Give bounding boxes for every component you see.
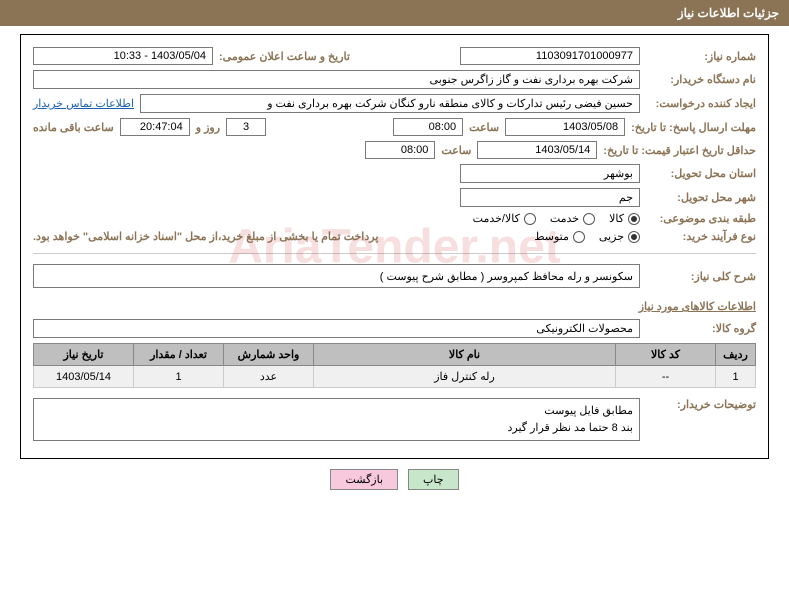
requester-field: حسین فیضی رئیس تدارکات و کالای منطقه نار… (140, 94, 640, 113)
goods-table: ردیف کد کالا نام کالا واحد شمارش تعداد /… (33, 343, 756, 388)
time-label-1: ساعت (469, 121, 499, 134)
category-label: طبقه بندی موضوعی: (646, 212, 756, 225)
payment-note: پرداخت تمام یا بخشی از مبلغ خرید،از محل … (33, 230, 378, 243)
radio-medium-label: متوسط (534, 230, 569, 243)
city-field: جم (460, 188, 640, 207)
form-container: AriaTender.net شماره نیاز: 1103091701000… (20, 34, 769, 459)
desc-label: شرح کلی نیاز: (646, 270, 756, 283)
td-date: 1403/05/14 (34, 366, 134, 388)
radio-goods-label: کالا (609, 212, 624, 225)
process-label: نوع فرآیند خرید: (646, 230, 756, 243)
radio-service-item[interactable]: خدمت (550, 212, 595, 225)
process-radio-group: جزیی متوسط (534, 230, 640, 243)
th-unit: واحد شمارش (224, 344, 314, 366)
radio-both-label: کالا/خدمت (473, 212, 520, 225)
city-label: شهر محل تحویل: (646, 191, 756, 204)
category-radio-group: کالا خدمت کالا/خدمت (473, 212, 640, 225)
radio-both[interactable] (524, 213, 536, 225)
deadline-date-field: 1403/05/08 (505, 118, 625, 136)
deadline-time-field: 08:00 (393, 118, 463, 136)
days-label: روز و (196, 121, 220, 134)
radio-partial-item[interactable]: جزیی (599, 230, 640, 243)
back-button[interactable]: بازگشت (330, 469, 398, 490)
validity-label: حداقل تاریخ اعتبار قیمت: تا تاریخ: (603, 144, 756, 157)
button-bar: چاپ بازگشت (0, 469, 789, 490)
td-row: 1 (716, 366, 756, 388)
buyer-notes-line2: بند 8 حتما مد نظر قرار گیرد (40, 420, 633, 437)
th-name: نام کالا (314, 344, 616, 366)
th-qty: تعداد / مقدار (134, 344, 224, 366)
table-row: 1 -- رله کنترل فاز عدد 1 1403/05/14 (34, 366, 756, 388)
need-number-field: 1103091701000977 (460, 47, 640, 65)
validity-date-field: 1403/05/14 (477, 141, 597, 159)
days-field: 3 (226, 118, 266, 136)
goods-section-title: اطلاعات کالاهای مورد نیاز (33, 300, 756, 313)
announce-field: 1403/05/04 - 10:33 (33, 47, 213, 65)
radio-partial[interactable] (628, 231, 640, 243)
contact-link[interactable]: اطلاعات تماس خریدار (33, 97, 134, 110)
radio-medium-item[interactable]: متوسط (534, 230, 585, 243)
radio-service[interactable] (583, 213, 595, 225)
radio-goods-item[interactable]: کالا (609, 212, 640, 225)
th-code: کد کالا (616, 344, 716, 366)
table-header-row: ردیف کد کالا نام کالا واحد شمارش تعداد /… (34, 344, 756, 366)
radio-both-item[interactable]: کالا/خدمت (473, 212, 536, 225)
radio-goods[interactable] (628, 213, 640, 225)
remain-label: ساعت باقی مانده (33, 121, 114, 134)
buyer-notes-line1: مطابق فایل پیوست (40, 403, 633, 420)
buyer-notes-field: مطابق فایل پیوست بند 8 حتما مد نظر قرار … (33, 398, 640, 441)
deadline-label: مهلت ارسال پاسخ: تا تاریخ: (631, 121, 756, 134)
divider (33, 253, 756, 254)
page-header: جزئیات اطلاعات نیاز (0, 0, 789, 26)
group-field: محصولات الکترونیکی (33, 319, 640, 338)
requester-label: ایجاد کننده درخواست: (646, 97, 756, 110)
validity-time-field: 08:00 (365, 141, 435, 159)
print-button[interactable]: چاپ (408, 469, 459, 490)
group-label: گروه کالا: (646, 322, 756, 335)
buyer-org-field: شرکت بهره برداری نفت و گاز زاگرس جنوبی (33, 70, 640, 89)
td-name: رله کنترل فاز (314, 366, 616, 388)
desc-field: سکونسر و رله محافظ کمپروسر ( مطابق شرح پ… (33, 264, 640, 288)
time-label-2: ساعت (441, 144, 471, 157)
page-title: جزئیات اطلاعات نیاز (678, 6, 779, 20)
announce-label: تاریخ و ساعت اعلان عمومی: (219, 50, 350, 63)
th-row: ردیف (716, 344, 756, 366)
remain-time-field: 20:47:04 (120, 118, 190, 136)
th-date: تاریخ نیاز (34, 344, 134, 366)
province-field: بوشهر (460, 164, 640, 183)
td-code: -- (616, 366, 716, 388)
buyer-notes-label: توضیحات خریدار: (646, 398, 756, 411)
need-number-label: شماره نیاز: (646, 50, 756, 63)
radio-partial-label: جزیی (599, 230, 624, 243)
buyer-org-label: نام دستگاه خریدار: (646, 73, 756, 86)
radio-service-label: خدمت (550, 212, 579, 225)
td-unit: عدد (224, 366, 314, 388)
td-qty: 1 (134, 366, 224, 388)
province-label: استان محل تحویل: (646, 167, 756, 180)
radio-medium[interactable] (573, 231, 585, 243)
